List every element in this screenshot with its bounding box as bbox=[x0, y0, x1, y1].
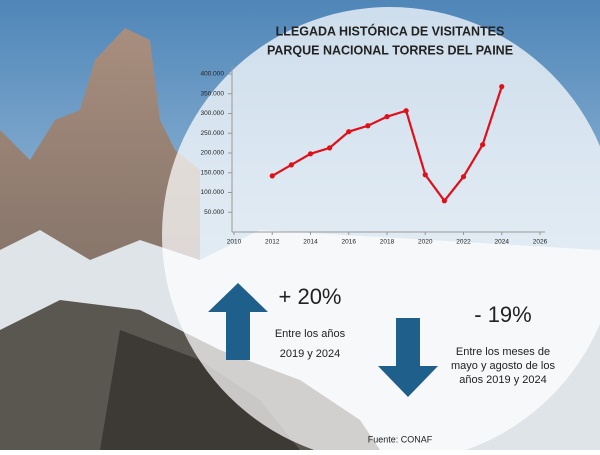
x-tick-label: 2016 bbox=[342, 239, 357, 246]
source: Fuente: CONAF bbox=[368, 434, 433, 444]
data-point bbox=[441, 198, 447, 204]
y-tick-label: 350.000 bbox=[201, 90, 225, 97]
decrease-note: Entre los meses de bbox=[456, 346, 550, 358]
y-tick-label: 150.000 bbox=[201, 169, 225, 176]
data-point bbox=[480, 142, 486, 148]
data-point bbox=[422, 172, 428, 178]
increase-value: + 20% bbox=[279, 284, 342, 309]
data-point bbox=[403, 108, 409, 114]
data-point bbox=[346, 129, 352, 135]
y-tick-label: 100.000 bbox=[201, 189, 225, 196]
chart-title: LLEGADA HISTÓRICA DE VISITANTES bbox=[276, 23, 505, 38]
y-tick-label: 400.000 bbox=[201, 71, 225, 78]
increase-note: 2019 y 2024 bbox=[280, 348, 341, 360]
data-point bbox=[365, 123, 371, 129]
chart-title: PARQUE NACIONAL TORRES DEL PAINE bbox=[267, 43, 513, 57]
data-point bbox=[499, 84, 505, 90]
data-point bbox=[327, 145, 333, 151]
data-point bbox=[460, 174, 467, 180]
x-tick-label: 2014 bbox=[303, 239, 318, 246]
y-tick-label: 50.000 bbox=[204, 209, 224, 216]
x-tick-label: 2022 bbox=[456, 239, 471, 246]
down-arrow bbox=[378, 318, 438, 397]
x-tick-label: 2020 bbox=[418, 239, 433, 246]
x-tick-label: 2018 bbox=[380, 239, 395, 246]
data-point bbox=[269, 173, 275, 179]
decrease-note: mayo y agosto de los bbox=[451, 360, 555, 372]
x-tick-label: 2024 bbox=[495, 239, 510, 246]
y-tick-label: 200.000 bbox=[201, 150, 225, 157]
x-tick-label: 2012 bbox=[265, 239, 280, 246]
decrease-note: años 2019 y 2024 bbox=[459, 374, 546, 386]
decrease-value: - 19% bbox=[474, 302, 531, 327]
x-tick-label: 2026 bbox=[533, 239, 548, 246]
y-tick-label: 250.000 bbox=[201, 130, 225, 137]
x-tick-label: 2010 bbox=[227, 239, 242, 246]
data-point bbox=[307, 151, 314, 157]
up-arrow bbox=[208, 283, 268, 360]
increase-note: Entre los años bbox=[275, 328, 346, 340]
data-point bbox=[288, 162, 294, 168]
y-tick-label: 300.000 bbox=[201, 110, 225, 117]
data-point bbox=[384, 114, 390, 120]
